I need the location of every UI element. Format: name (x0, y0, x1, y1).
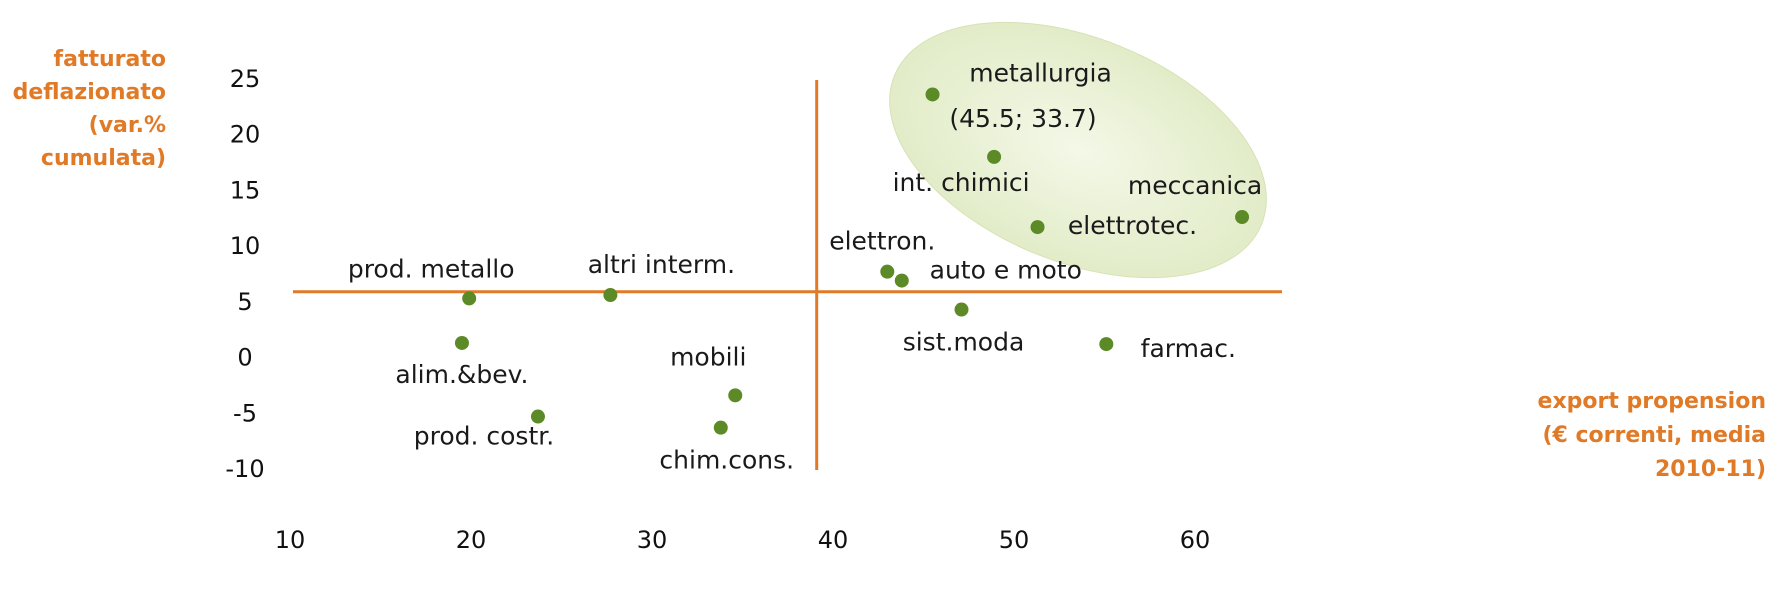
point-label: prod. metallo (348, 254, 515, 283)
point-label: elettrotec. (1068, 211, 1197, 240)
point-label: altri interm. (588, 250, 735, 279)
point-label: meccanica (1128, 171, 1262, 200)
y-tick-label: 10 (230, 232, 261, 260)
point (603, 288, 618, 303)
y-tick-label: -5 (233, 399, 257, 427)
point (954, 302, 969, 317)
point-label: prod. costr. (414, 422, 554, 451)
x-tick-label: 40 (818, 526, 849, 554)
point (1030, 220, 1045, 235)
point (462, 291, 477, 306)
point (1235, 210, 1250, 225)
y-axis-title: deflazionato (13, 80, 166, 105)
point (987, 149, 1002, 164)
y-tick-label: -10 (225, 455, 264, 483)
point (454, 335, 469, 350)
x-tick-label: 60 (1180, 526, 1211, 554)
annotation: (45.5; 33.7) (949, 104, 1096, 133)
x-tick-label: 10 (275, 526, 306, 554)
point (880, 264, 895, 279)
y-tick-label: 15 (230, 176, 261, 204)
x-axis-title: export propension (1538, 389, 1766, 414)
y-tick-label: 0 (237, 344, 252, 372)
x-tick-label: 50 (999, 526, 1030, 554)
point-label: sist.moda (903, 328, 1025, 357)
point (925, 87, 940, 102)
y-tick-label: 5 (237, 288, 252, 316)
point-label: int. chimici (893, 168, 1030, 197)
point (1099, 337, 1114, 352)
point-label: farmac. (1141, 334, 1236, 363)
point (713, 420, 728, 435)
y-tick-label: 20 (230, 121, 261, 149)
point-label: auto e moto (930, 256, 1082, 285)
point-label: alim.&bev. (395, 360, 528, 389)
y-axis-title: (var.% (89, 113, 166, 138)
x-axis-title: 2010-11) (1655, 457, 1766, 482)
x-tick-label: 20 (456, 526, 487, 554)
x-tick-label: 30 (637, 526, 668, 554)
y-axis-title: cumulata) (41, 146, 166, 171)
point-label: mobili (670, 342, 746, 371)
point (530, 409, 545, 424)
point-label: chim.cons. (659, 446, 794, 475)
highlight-ellipse (889, 21, 1267, 279)
point (894, 273, 909, 288)
point-label: elettron. (829, 227, 935, 256)
y-axis-title: fatturato (54, 47, 166, 72)
x-axis-title: (€ correnti, media (1542, 423, 1766, 448)
point (728, 388, 743, 403)
y-tick-label: 25 (230, 65, 261, 93)
point-label: metallurgia (969, 58, 1112, 87)
